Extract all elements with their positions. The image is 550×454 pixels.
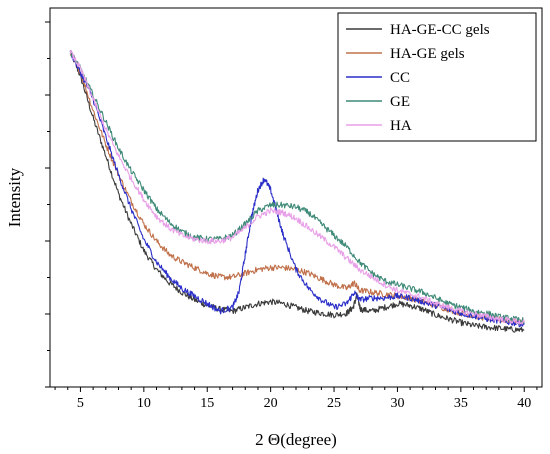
x-tick-label: 30 xyxy=(390,396,404,411)
series-line-0 xyxy=(69,50,525,333)
x-tick-label: 10 xyxy=(137,396,151,411)
y-axis xyxy=(45,21,50,388)
x-axis-title: 2 Θ(degree) xyxy=(255,430,337,449)
legend-label: CC xyxy=(390,70,410,86)
legend-label: HA-GE gels xyxy=(390,46,465,62)
legend-label: GE xyxy=(390,94,410,110)
series-line-4 xyxy=(69,49,525,325)
legend-label: HA-GE-CC gels xyxy=(390,22,490,38)
y-axis-title: Intensity xyxy=(5,167,24,227)
legend-label: HA xyxy=(390,118,412,134)
x-tick-label: 15 xyxy=(200,396,214,411)
series-layer xyxy=(69,49,525,333)
series-line-2 xyxy=(69,49,525,328)
x-tick-label: 35 xyxy=(454,396,468,411)
x-tick-label: 25 xyxy=(327,396,341,411)
legend: HA-GE-CC gels HA-GE gels CC GE HA xyxy=(337,12,537,142)
x-tick-label: 40 xyxy=(517,396,531,411)
x-axis: 5 10 15 20 25 30 35 40 xyxy=(54,387,538,411)
x-tick-label: 20 xyxy=(264,396,278,411)
x-tick-label: 5 xyxy=(77,396,84,411)
